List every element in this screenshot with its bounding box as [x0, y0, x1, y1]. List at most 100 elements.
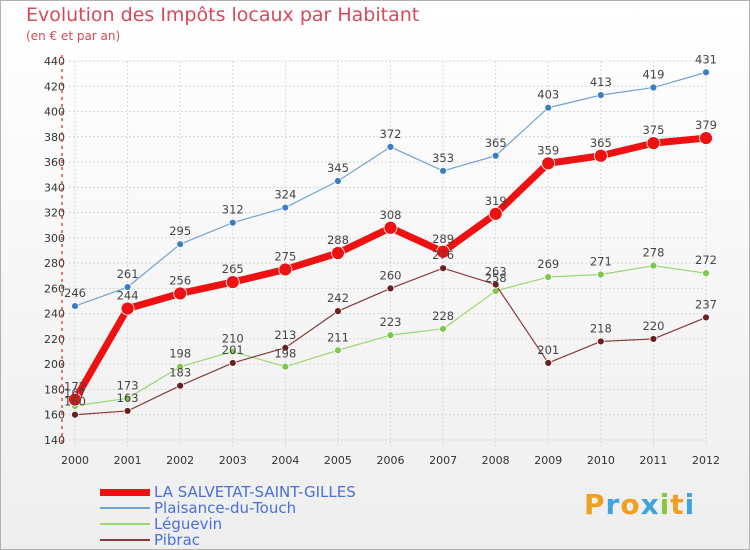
y-tick-label: 440: [44, 55, 65, 68]
y-tick-label: 240: [44, 308, 65, 321]
data-point: [541, 156, 556, 171]
data-point: [596, 270, 605, 279]
data-point: [228, 359, 237, 367]
data-point: [436, 244, 450, 259]
data-point: [702, 269, 710, 278]
y-tick-label: 200: [44, 358, 65, 371]
y-tick-label: 140: [44, 434, 65, 447]
data-label: 237: [695, 297, 717, 311]
data-label: 308: [380, 208, 402, 222]
data-label: 419: [642, 68, 664, 82]
data-point: [491, 280, 500, 289]
data-point: [228, 218, 237, 227]
x-tick-label: 2009: [534, 454, 562, 467]
brand-letter: x: [640, 488, 660, 521]
y-tick-label: 360: [44, 156, 65, 169]
x-tick-label: 2006: [377, 454, 405, 467]
brand-logo: Proxiti: [584, 488, 695, 521]
data-label: 278: [642, 246, 664, 260]
data-label: 288: [327, 233, 349, 247]
data-label: 201: [537, 343, 559, 357]
data-point: [544, 359, 553, 367]
data-point: [228, 347, 237, 356]
data-point: [176, 362, 185, 371]
data-point: [649, 335, 658, 343]
data-point: [596, 337, 605, 346]
data-point: [281, 343, 290, 352]
data-point: [173, 286, 188, 301]
data-point: [596, 91, 605, 100]
legend-swatch: [100, 488, 150, 496]
data-labels: 246 261 295 312 324 345 372 353 365 403 413 419 431 1…: [64, 52, 717, 408]
x-tick-label: 2011: [639, 454, 667, 467]
x-tick-label: 2003: [219, 454, 247, 467]
brand-letter: i: [684, 488, 696, 521]
series-layer: [68, 68, 713, 419]
data-point: [123, 283, 132, 292]
legend-label: Pibrac: [154, 531, 201, 549]
grid: [69, 60, 707, 446]
data-label: 272: [695, 253, 717, 267]
x-tick-label: 2001: [114, 454, 142, 467]
chart-subtitle: (en € et par an): [26, 29, 121, 43]
y-tick-label: 280: [44, 257, 65, 270]
x-tick-label: 2008: [482, 454, 510, 467]
y-tick-label: 420: [44, 80, 65, 93]
data-label: 173: [117, 378, 139, 392]
data-label: 201: [222, 343, 244, 357]
brand-letter: o: [620, 488, 641, 521]
data-point: [646, 136, 661, 151]
data-label: 365: [485, 136, 507, 150]
data-label: 246: [64, 286, 86, 300]
x-tick-label: 2010: [587, 454, 615, 467]
data-label: 244: [117, 289, 139, 303]
data-label: 263: [485, 265, 507, 279]
data-label: 183: [169, 366, 191, 380]
data-point: [71, 302, 79, 310]
y-tick-label: 340: [44, 181, 65, 194]
legend-item: LA SALVETAT-SAINT-GILLES: [100, 484, 356, 500]
data-label: 210: [222, 332, 244, 346]
data-label: 167: [64, 386, 86, 400]
legend-label: Léguevin: [154, 515, 223, 533]
data-point: [281, 362, 290, 371]
data-point: [439, 264, 447, 273]
data-label: 220: [642, 319, 664, 333]
legend: LA SALVETAT-SAINT-GILLES Plaisance-du-Tou…: [100, 484, 356, 548]
data-label: 324: [274, 188, 296, 202]
data-point: [386, 284, 395, 293]
data-label: 312: [222, 203, 244, 217]
y-tick-label: 380: [44, 131, 65, 144]
data-point: [334, 177, 342, 185]
data-label: 198: [169, 347, 191, 361]
data-label: 269: [537, 257, 559, 271]
data-label: 213: [274, 328, 296, 342]
data-label: 359: [537, 143, 559, 157]
data-point: [544, 273, 553, 281]
data-point: [334, 346, 342, 355]
data-label: 160: [64, 395, 86, 409]
y-tick-label: 320: [44, 207, 65, 220]
legend-item: Pibrac: [100, 532, 356, 548]
data-point: [71, 410, 79, 419]
data-label: 289: [432, 232, 454, 246]
data-point: [334, 307, 342, 316]
data-point: [120, 301, 135, 316]
chart-title: Evolution des Impôts locaux par Habitant: [26, 4, 420, 26]
data-point: [544, 103, 553, 112]
data-point: [386, 331, 395, 340]
data-label: 353: [432, 151, 454, 165]
data-label: 261: [117, 267, 139, 281]
data-point: [176, 240, 185, 249]
data-label: 271: [590, 255, 612, 269]
data-label: 372: [380, 127, 402, 141]
data-point: [491, 151, 500, 160]
y-tick-label: 160: [44, 409, 65, 422]
x-tick-label: 2005: [324, 454, 352, 467]
y-tick-label: 300: [44, 232, 65, 245]
legend-swatch: [100, 523, 150, 525]
data-label: 379: [695, 118, 717, 132]
data-point: [702, 68, 710, 77]
legend-swatch: [100, 539, 150, 541]
